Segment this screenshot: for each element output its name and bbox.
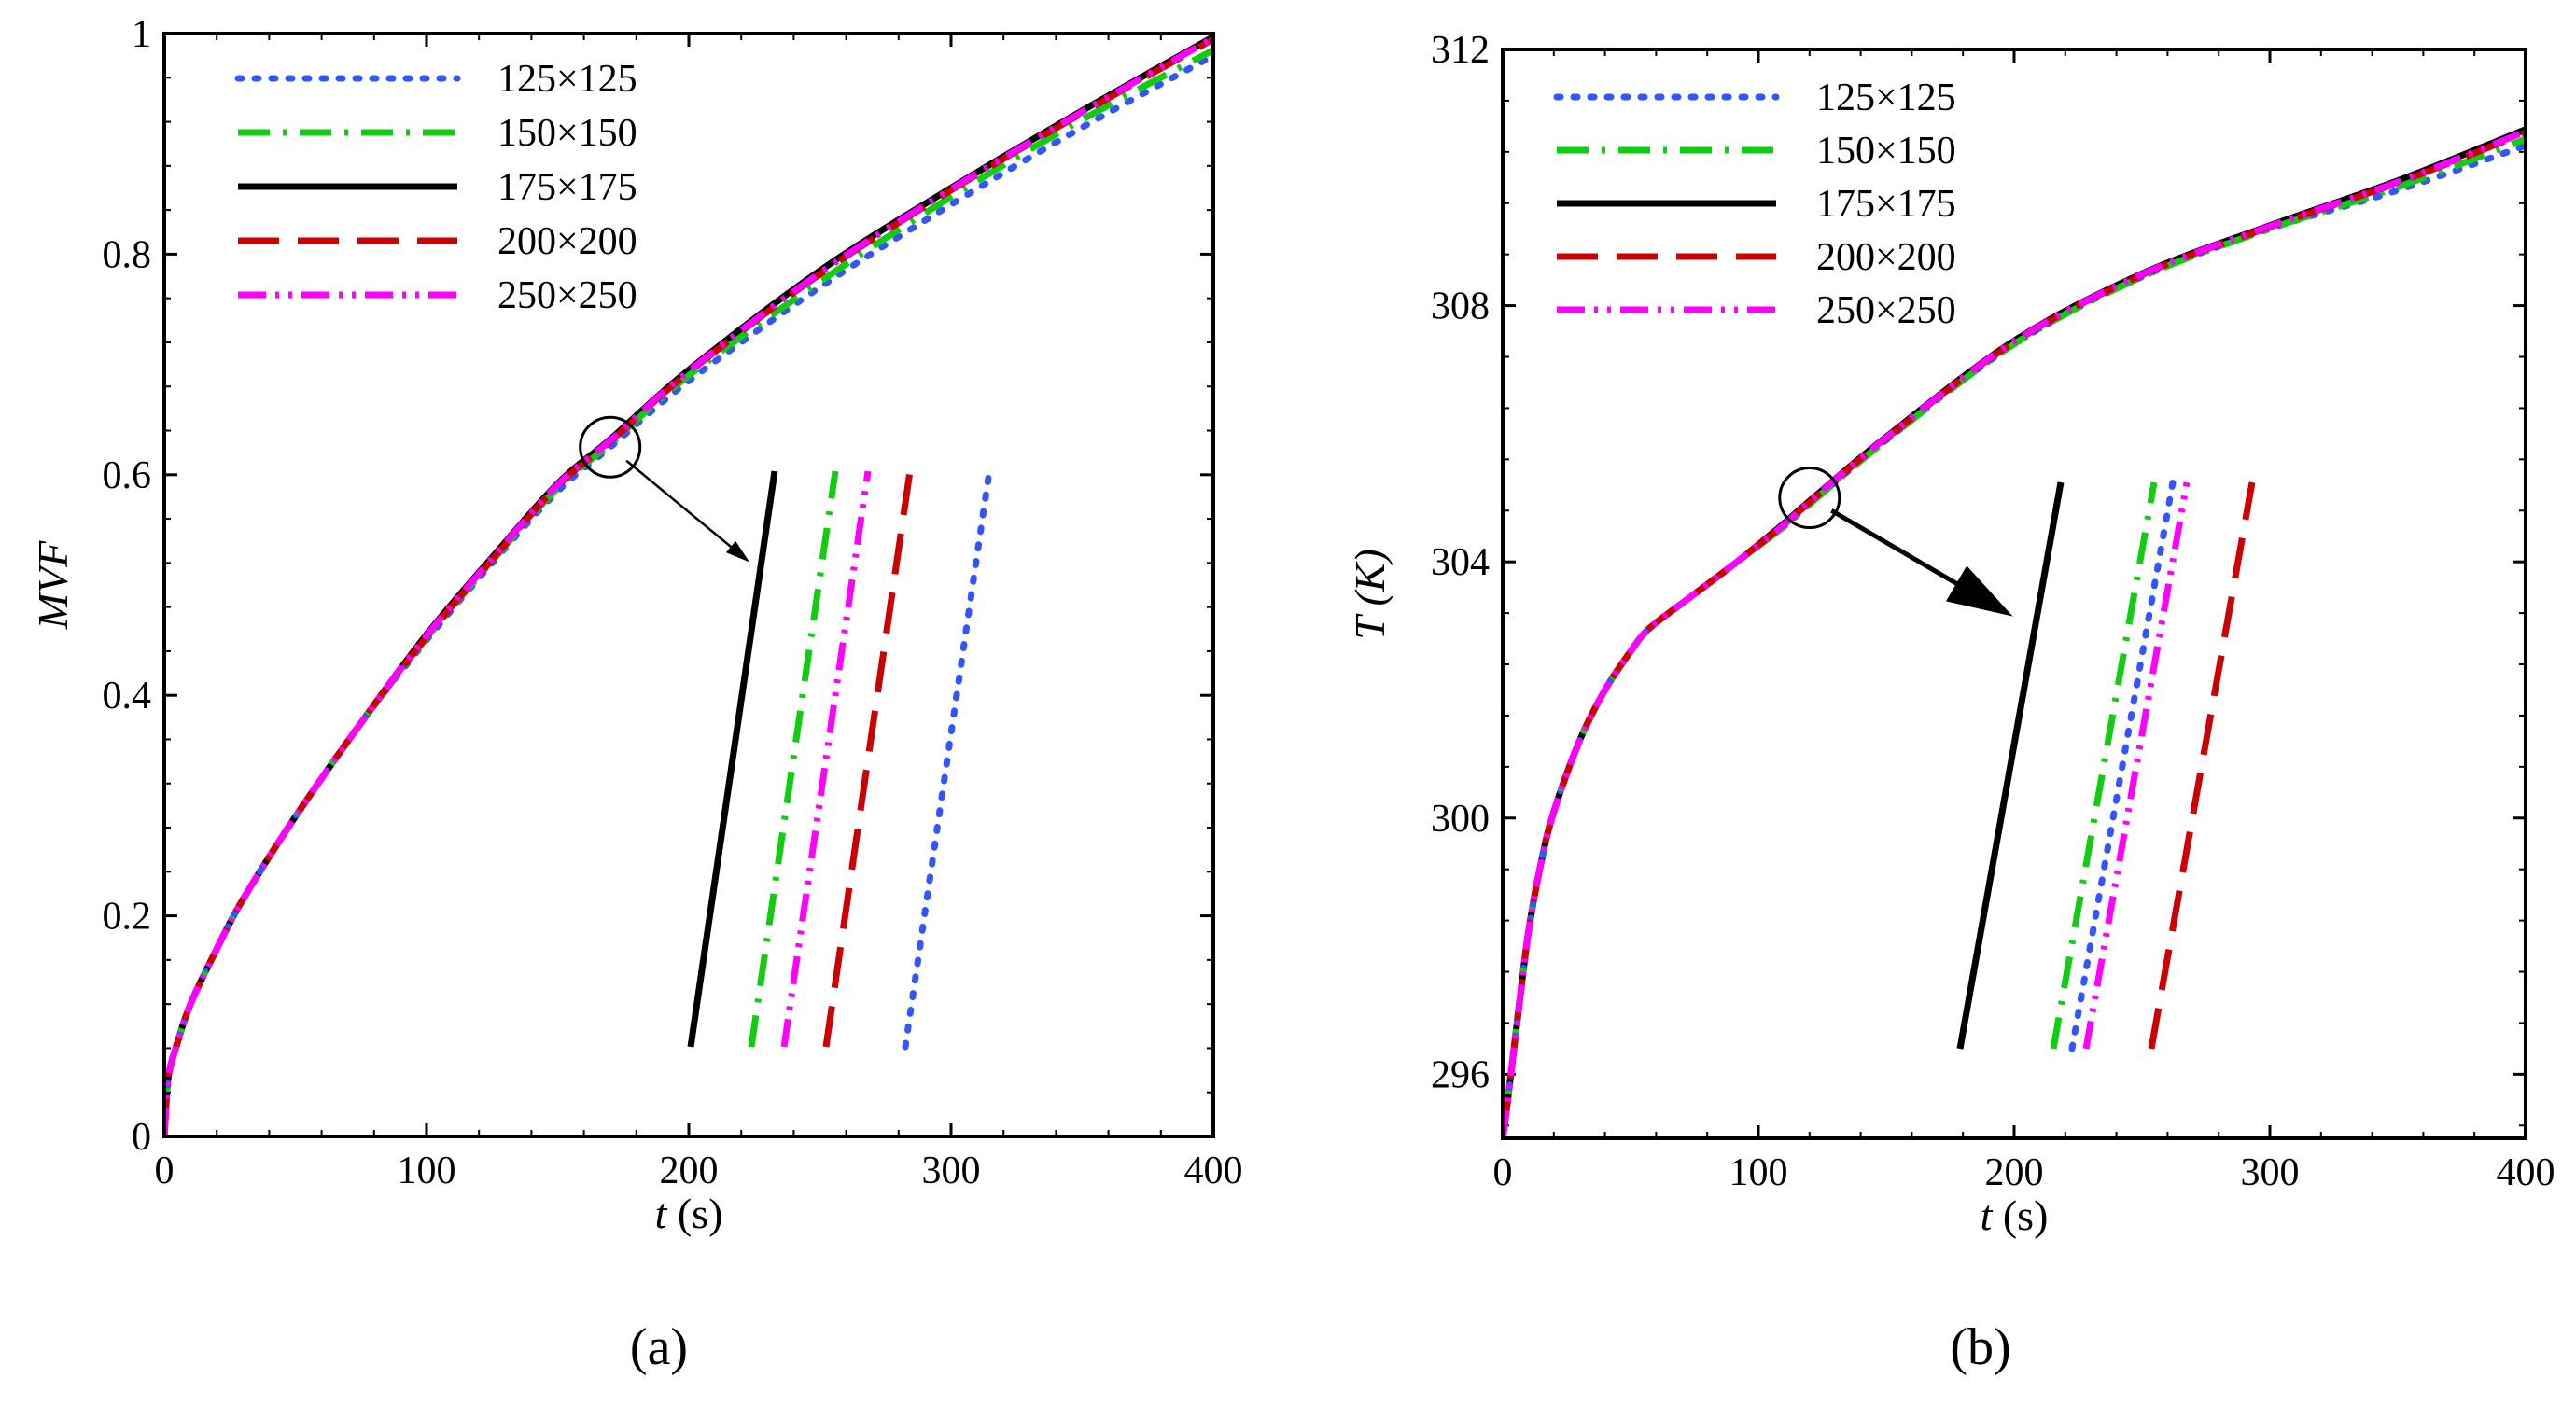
x-tick-label: 200 (660, 1149, 719, 1192)
inset-line-175×175 (687, 470, 778, 1048)
legend-label: 200×200 (497, 220, 637, 263)
plot-frame (1501, 48, 2527, 1140)
series-line-250×250 (164, 35, 1213, 1136)
series-line-150×150 (1503, 135, 2526, 1138)
y-tick-label: 304 (1431, 541, 1490, 584)
x-axis-label: t (s) (655, 1190, 723, 1237)
series-line-125×125 (164, 52, 1213, 1136)
zoom-arrow-head (725, 540, 750, 563)
series-line-150×150 (164, 47, 1213, 1136)
x-tick-label: 100 (398, 1149, 456, 1192)
y-tick-label: 1 (132, 13, 151, 56)
panel-a-chart: 0 100 200 300 400 0 0.2 0.4 0.6 0.8 1 125×125 150×15… (29, 13, 1243, 1376)
y-axis-label: MVF (29, 540, 77, 630)
series-line-175×175 (164, 34, 1213, 1136)
inset-line-250×250 (2082, 481, 2191, 1050)
y-tick-label: 308 (1431, 286, 1490, 328)
x-axis-var: t (1981, 1191, 1994, 1239)
panel-label: (a) (630, 1318, 688, 1376)
legend-label: 150×150 (497, 112, 637, 155)
series-line-175×175 (1503, 126, 2526, 1138)
x-tick-label: 0 (1493, 1151, 1513, 1194)
x-tick-label: 200 (1985, 1151, 2044, 1194)
x-tick-label: 0 (155, 1149, 175, 1192)
legend-label: 150×150 (1816, 130, 1956, 173)
legend-label: 175×175 (497, 166, 637, 209)
panel-b-chart: 0 100 200 300 400 296 300 304 308 312 125×125 150×1… (1346, 29, 2555, 1376)
series-line-200×200 (164, 35, 1213, 1136)
x-axis-unit: (s) (2003, 1191, 2049, 1239)
inset-line-125×125 (2068, 479, 2177, 1052)
inset-line-200×200 (2148, 481, 2256, 1050)
legend-label: 125×125 (497, 58, 637, 101)
series-line-125×125 (1503, 142, 2526, 1138)
series-line-200×200 (1503, 129, 2526, 1138)
x-axis-var: t (655, 1190, 668, 1237)
legend-label: 125×125 (1816, 77, 1956, 119)
x-axis-space (1992, 1191, 2003, 1239)
inset-line-150×150 (2050, 481, 2158, 1050)
inset-line-125×125 (902, 467, 993, 1051)
x-axis-label: t (s) (1981, 1191, 2049, 1239)
zoom-arrow (625, 459, 748, 561)
x-tick-label: 300 (922, 1149, 981, 1192)
inset-line-175×175 (1956, 481, 2065, 1050)
plot-frame (162, 32, 1215, 1138)
zoom-circle (579, 415, 642, 479)
inset-line-200×200 (822, 470, 914, 1048)
y-tick-label: 0.8 (103, 233, 152, 276)
legend-label: 200×200 (1816, 236, 1956, 279)
zoom-circle (1778, 467, 1841, 530)
series-line-250×250 (1503, 128, 2526, 1138)
x-tick-label: 100 (1729, 1151, 1788, 1194)
legend-label: 250×250 (497, 274, 637, 317)
x-axis-space (666, 1190, 678, 1237)
x-tick-label: 300 (2241, 1151, 2300, 1194)
zoom-arrow-head (1946, 565, 2013, 617)
y-axis-var: T (1346, 613, 1393, 640)
y-tick-label: 300 (1431, 798, 1490, 841)
x-tick-label: 400 (1184, 1149, 1243, 1192)
y-tick-label: 0.2 (103, 896, 152, 939)
inset-line-250×250 (780, 470, 872, 1048)
panel-label: (b) (1950, 1318, 2010, 1376)
legend-label: 250×250 (1816, 289, 1956, 332)
y-tick-label: 0 (132, 1116, 151, 1159)
legend-label: 175×175 (1816, 183, 1956, 226)
x-tick-label: 400 (2497, 1151, 2555, 1194)
y-axis-label: T (K) (1346, 549, 1393, 640)
y-tick-label: 0.4 (103, 675, 152, 717)
y-tick-label: 312 (1431, 29, 1490, 72)
x-axis-unit: (s) (678, 1190, 723, 1237)
y-axis-unit: (K) (1346, 549, 1393, 606)
y-tick-label: 296 (1431, 1053, 1490, 1096)
y-axis-space (1346, 606, 1393, 618)
y-tick-label: 0.6 (103, 454, 152, 497)
